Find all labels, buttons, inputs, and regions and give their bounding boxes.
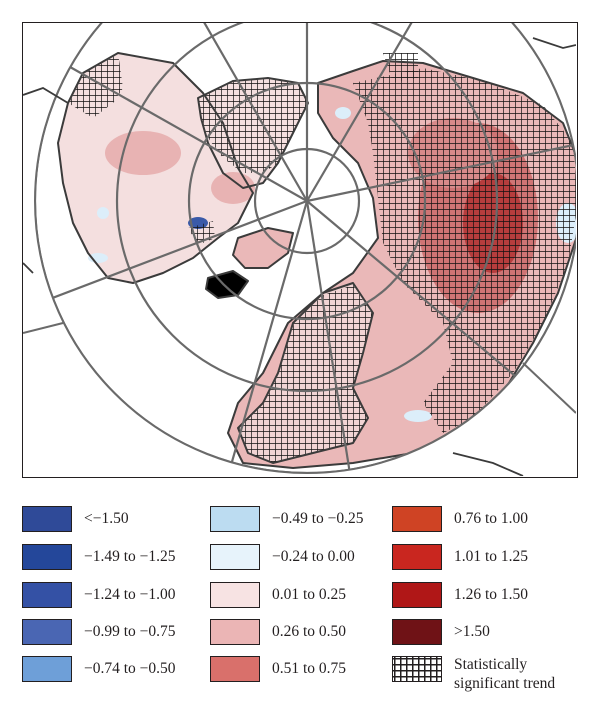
legend-swatch: [392, 506, 442, 532]
legend-swatch: [210, 582, 260, 608]
legend-label: 0.76 to 1.00: [454, 510, 529, 527]
legend-label: −1.49 to −1.25: [84, 548, 176, 565]
legend-swatch: [22, 506, 72, 532]
legend-label-significance: Statistically significant trend: [454, 655, 555, 693]
legend-label: <−1.50: [84, 510, 129, 527]
coastlines: [57, 52, 576, 469]
trend-map: [22, 22, 578, 478]
legend-label: −0.74 to −0.50: [84, 660, 176, 677]
map-canvas: [23, 23, 576, 476]
legend-label: −0.49 to −0.25: [272, 510, 364, 527]
legend-swatch: [210, 656, 260, 682]
significance-hatching: [68, 53, 576, 463]
legend-label: −0.99 to −0.75: [84, 623, 176, 640]
legend-label: 0.01 to 0.25: [272, 586, 347, 603]
legend-swatch: [210, 544, 260, 570]
legend-swatch: [22, 656, 72, 682]
legend-label: 0.26 to 0.50: [272, 623, 347, 640]
legend-swatch: [392, 582, 442, 608]
significance-line-1: Statistically: [454, 656, 528, 673]
legend-label: −0.24 to 0.00: [272, 548, 355, 565]
legend-swatch: [210, 506, 260, 532]
significance-line-2: significant trend: [454, 675, 556, 692]
legend-swatch: [22, 544, 72, 570]
legend-swatch: [210, 619, 260, 645]
legend-label: 1.01 to 1.25: [454, 548, 529, 565]
legend-label: −1.24 to −1.00: [84, 586, 176, 603]
legend-swatch: [22, 619, 72, 645]
hatch-swatch: [392, 656, 442, 682]
legend-swatch: [22, 582, 72, 608]
outside-hemisphere: [23, 23, 576, 476]
legend-label: 1.26 to 1.50: [454, 586, 529, 603]
legend-label: 0.51 to 0.75: [272, 660, 347, 677]
legend-swatch: [392, 619, 442, 645]
legend-label: >1.50: [454, 623, 490, 640]
legend-swatch: [392, 544, 442, 570]
